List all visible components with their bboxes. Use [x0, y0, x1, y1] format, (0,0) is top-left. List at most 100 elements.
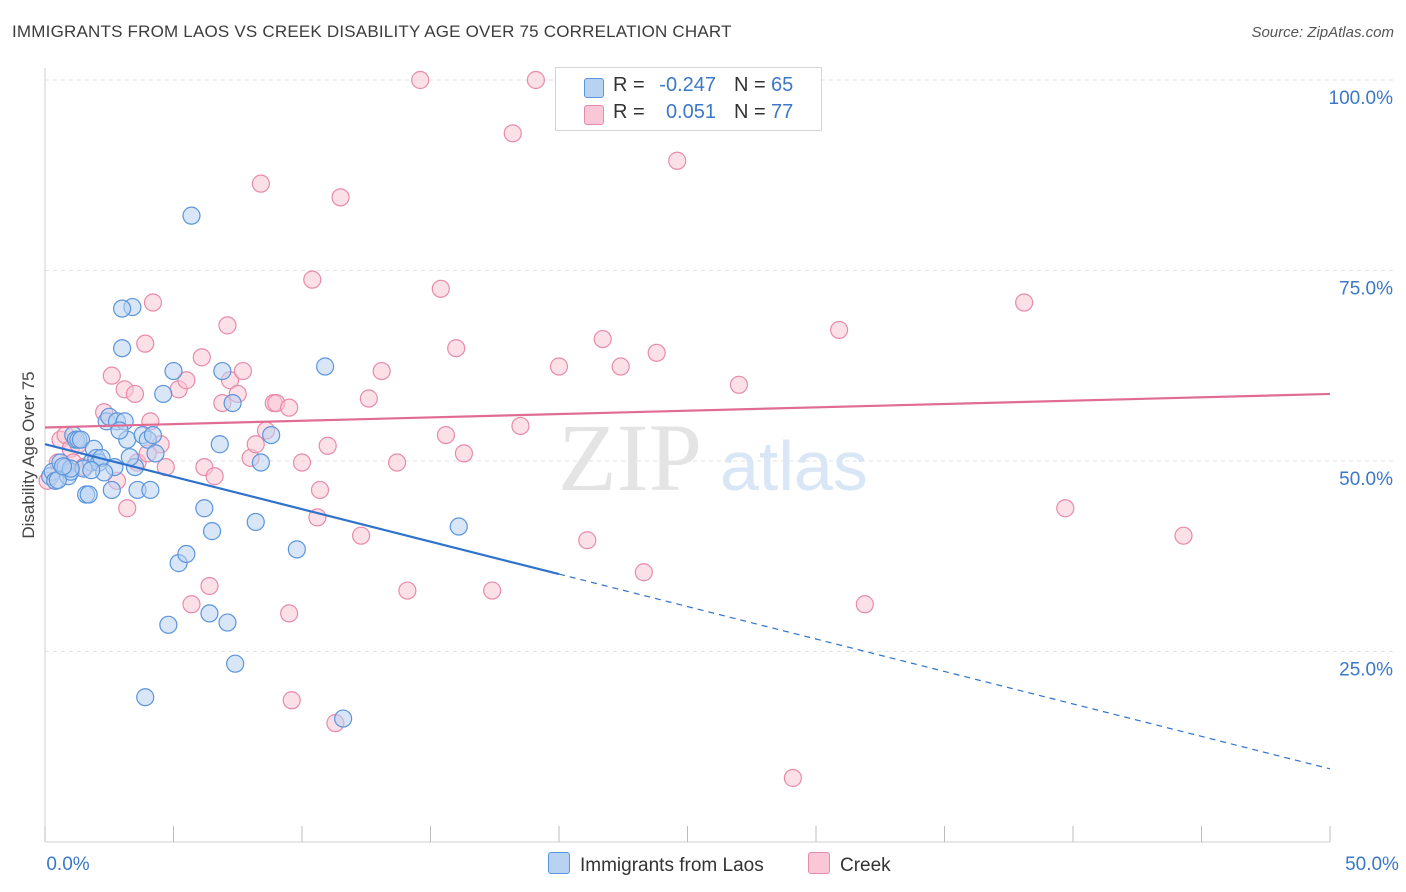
laos-point — [136, 688, 155, 707]
laos-point — [287, 540, 306, 559]
stats-legend: R = -0.247 N = 65 R = 0.051 N = 77 — [555, 67, 822, 131]
creek-point — [282, 691, 301, 710]
creek-point — [411, 70, 430, 90]
creek-point — [318, 436, 337, 455]
laos-point — [143, 425, 163, 445]
bottom-legend-swatch-blue — [548, 852, 570, 874]
creek-point — [647, 343, 666, 362]
creek-point — [246, 435, 265, 454]
creek-point — [511, 416, 530, 436]
creek-point — [526, 70, 545, 90]
y-axis-label: Disability Age Over 75 — [19, 371, 38, 538]
trend-lines — [44, 392, 1331, 770]
laos-point — [112, 299, 132, 318]
laos-point — [251, 453, 270, 472]
creek-point — [251, 174, 270, 193]
x-tick-label: 50.0% — [1345, 854, 1399, 875]
creek-point — [303, 270, 322, 289]
legend-swatch-pink — [584, 105, 604, 125]
creek-point — [280, 398, 299, 417]
creek-point — [1174, 526, 1193, 545]
y-tick-label: 25.0% — [1339, 660, 1393, 681]
legend-r-value: -0.247 — [659, 74, 716, 96]
creek-point — [1056, 499, 1075, 518]
laos-point — [182, 206, 201, 225]
laos-point — [154, 384, 173, 404]
legend-n-value: 65 — [771, 74, 794, 96]
creek-point — [125, 384, 145, 404]
creek-point — [855, 595, 874, 614]
chart-title: IMMIGRANTS FROM LAOS VS CREEK DISABILITY… — [12, 22, 732, 41]
laos-point — [159, 615, 178, 634]
creek-point — [136, 334, 155, 353]
bottom-legend-laos: Immigrants from Laos — [548, 852, 764, 876]
laos-point — [449, 517, 468, 536]
watermark: ZIP atlas — [558, 404, 868, 511]
creek-point — [182, 595, 201, 614]
laos-point — [226, 654, 245, 673]
laos-point — [200, 604, 219, 623]
legend-row-laos: R = -0.247 N = 65 — [556, 74, 821, 102]
laos-point — [246, 512, 265, 532]
creek-point — [359, 389, 378, 408]
bottom-legend-swatch-pink — [808, 852, 830, 874]
creek-point — [593, 329, 612, 349]
legend-r-value: 0.051 — [665, 101, 716, 123]
y-tick-label: 50.0% — [1339, 469, 1393, 490]
creek-point — [310, 480, 330, 500]
creek-point — [352, 526, 371, 545]
laos-point — [177, 544, 196, 564]
legend-r-label: R = — [613, 101, 645, 123]
bottom-legend-creek: Creek — [808, 852, 891, 876]
creek-point — [398, 581, 417, 600]
laos-point — [202, 522, 222, 541]
creek-point — [102, 366, 121, 385]
creek-point — [578, 531, 597, 550]
creek-point — [668, 151, 687, 170]
legend-n-label: N = — [734, 101, 766, 123]
laos-point — [146, 444, 165, 463]
legend-n-label: N = — [734, 74, 766, 96]
legend-r-label: R = — [613, 74, 645, 96]
axis-labels: 25.0% 50.0% 75.0% 100.0% 0.0% 50.0% Disability… — [19, 88, 1399, 875]
laos-point — [210, 435, 229, 454]
laos-point — [53, 457, 73, 476]
axes — [44, 68, 1331, 843]
creek-point — [1015, 293, 1034, 312]
creek-point — [233, 361, 252, 381]
creek-point — [331, 188, 350, 207]
watermark-zip: ZIP — [558, 404, 702, 511]
watermark-atlas: atlas — [720, 427, 868, 505]
creek-point — [830, 320, 849, 340]
creek-trend-line — [44, 392, 1331, 429]
legend-row-creek: R = 0.051 N = 77 — [556, 101, 821, 129]
laos-point — [218, 613, 237, 632]
laos-point — [262, 425, 281, 445]
laos-point — [71, 430, 91, 449]
creek-point — [549, 357, 569, 376]
legend-n-value: 77 — [771, 101, 794, 123]
laos-point — [102, 480, 121, 500]
creek-point — [280, 604, 299, 623]
creek-point — [118, 499, 137, 518]
laos-point — [223, 393, 242, 413]
y-tick-label: 75.0% — [1339, 279, 1393, 300]
creek-point — [503, 124, 522, 143]
creek-point — [218, 316, 237, 335]
creek-point — [292, 453, 312, 472]
creek-point — [372, 361, 391, 381]
laos-point — [316, 357, 335, 376]
y-tick-label: 100.0% — [1329, 88, 1394, 109]
creek-point — [634, 563, 653, 582]
laos-point — [195, 499, 214, 518]
laos-point — [213, 361, 232, 381]
creek-point — [447, 339, 466, 358]
bottom-legend-label-laos: Immigrants from Laos — [580, 855, 764, 876]
x-tick-label: 0.0% — [46, 854, 89, 875]
laos-trend-line — [44, 443, 560, 576]
bottom-legend-label-creek: Creek — [840, 855, 891, 876]
creek-point — [611, 357, 630, 376]
data-points — [38, 70, 1193, 788]
laos-point — [82, 461, 101, 480]
creek-point — [387, 453, 407, 472]
